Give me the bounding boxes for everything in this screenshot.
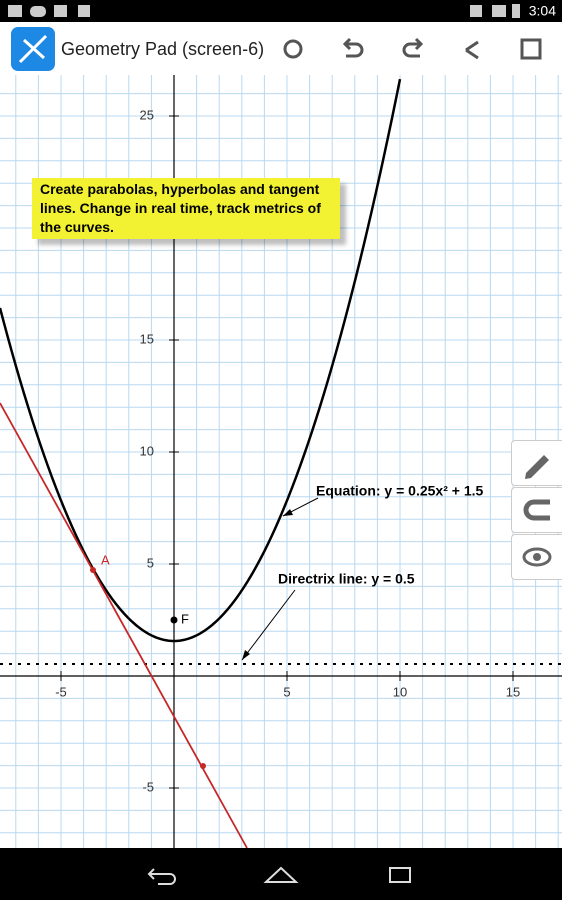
nav-buttons: [147, 866, 411, 885]
share-button[interactable]: [465, 40, 479, 60]
annotation: Directrix line: y = 0.5: [278, 571, 415, 587]
note: Create parabolas, hyperbolas and tangent…: [32, 178, 340, 239]
annotation: Equation: y = 0.25x² + 1.5: [316, 483, 484, 499]
x-tick-label: 15: [506, 684, 520, 699]
clock: 3:04: [529, 3, 556, 19]
save-button[interactable]: [520, 38, 542, 60]
y-tick-label: 25: [140, 107, 154, 122]
y-tick-label: -5: [142, 779, 154, 794]
x-tick-label: -5: [55, 684, 67, 699]
y-tick-label: 15: [140, 331, 154, 346]
redo-button[interactable]: [402, 37, 424, 58]
visibility-tool[interactable]: [511, 534, 562, 580]
point-label: A: [101, 552, 110, 567]
back-button[interactable]: [147, 868, 176, 885]
tangent-line: [0, 402, 248, 849]
arrow-head: [283, 509, 293, 516]
undo-button[interactable]: [342, 37, 364, 58]
point-label: F: [181, 611, 189, 626]
point-a: [90, 567, 96, 573]
focus: [170, 616, 178, 624]
parabola: [0, 78, 402, 643]
point: [200, 763, 206, 769]
status-bar: [0, 0, 562, 22]
y-tick-label: 5: [147, 555, 154, 570]
settings-button[interactable]: [283, 39, 303, 59]
x-tick-label: 5: [283, 684, 290, 699]
app-title: Geometry Pad (screen-6): [61, 39, 264, 59]
pencil-tool[interactable]: [511, 440, 562, 486]
home-button[interactable]: [263, 866, 299, 883]
x-tick-label: 10: [393, 684, 407, 699]
nav-bar: [0, 848, 562, 900]
status-icons: [8, 4, 520, 18]
magnet-tool[interactable]: [511, 487, 562, 533]
arrow: [241, 589, 296, 661]
app-icon-glyph: [18, 34, 48, 64]
recents-button[interactable]: [389, 867, 411, 883]
arrow-head: [242, 650, 250, 660]
grid: [0, 75, 562, 848]
y-tick-label: 10: [140, 443, 154, 458]
toolbar: [283, 37, 542, 60]
